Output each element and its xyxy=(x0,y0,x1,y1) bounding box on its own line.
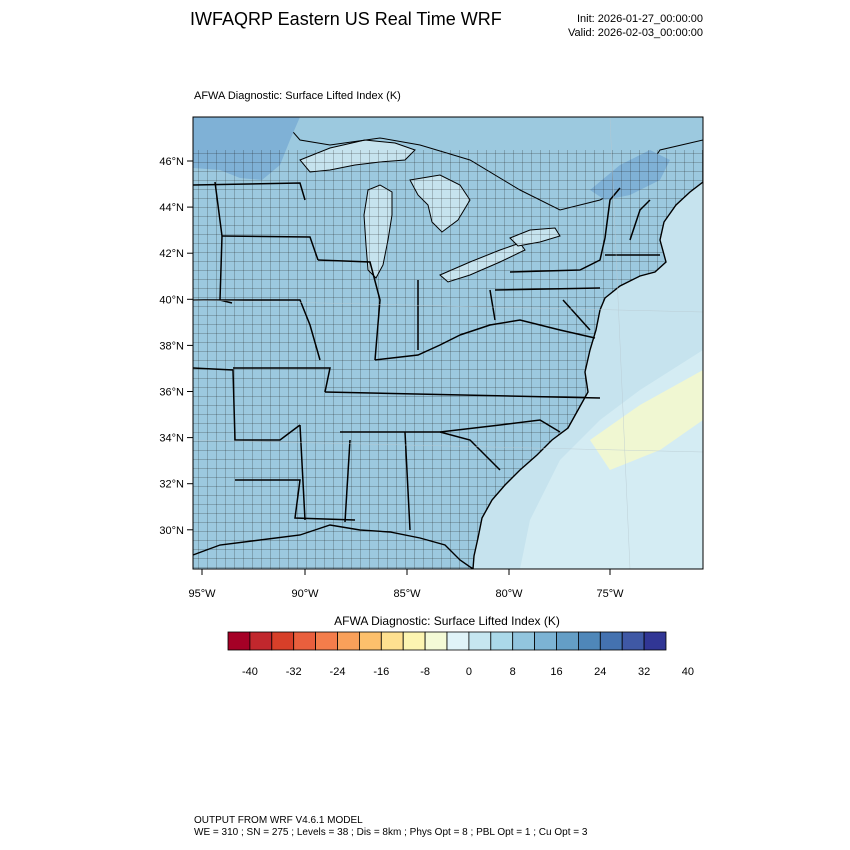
colorbar xyxy=(227,631,667,651)
colorbar-tick-label: -8 xyxy=(420,666,430,678)
lat-tick-label: 30°N xyxy=(159,525,184,537)
colorbar-swatch xyxy=(578,631,601,651)
lat-tick-label: 44°N xyxy=(159,202,184,214)
gulf-coast xyxy=(193,524,474,569)
colorbar-swatch xyxy=(643,631,667,651)
footer-model: OUTPUT FROM WRF V4.6.1 MODEL xyxy=(194,815,363,826)
colorbar-swatch xyxy=(271,631,295,651)
colorbar-tick-label: -32 xyxy=(286,666,302,678)
colorbar-tick-label: -40 xyxy=(242,666,258,678)
footer-config: WE = 310 ; SN = 275 ; Levels = 38 ; Dis … xyxy=(194,827,588,838)
latitude-axis: 46°N 44°N 42°N 40°N 38°N 36°N 34°N 32°N 30°N xyxy=(159,156,193,537)
coastline xyxy=(472,181,703,569)
colorbar-swatch xyxy=(337,631,360,651)
colorbar-tick-label: 32 xyxy=(638,666,650,678)
map-area xyxy=(193,117,703,569)
colorbar-swatch xyxy=(227,631,251,651)
colorbar-tick-label: 40 xyxy=(682,666,694,678)
lon-tick-label: 90°W xyxy=(291,588,319,600)
colorbar-tick-label: 24 xyxy=(594,666,606,678)
colorbar-swatch xyxy=(599,631,623,651)
lat-tick-label: 38°N xyxy=(159,340,184,352)
lon-tick-label: 75°W xyxy=(596,588,624,600)
lat-tick-label: 42°N xyxy=(159,248,184,260)
colorbar-swatch xyxy=(249,631,273,651)
map-frame xyxy=(192,116,704,570)
colorbar-swatch xyxy=(556,631,579,651)
colorbar-labels: -40 -32 -24 -16 -8 0 8 16 24 32 40 xyxy=(242,666,694,678)
lat-tick-label: 34°N xyxy=(159,433,184,445)
lat-tick-label: 36°N xyxy=(159,387,184,399)
lat-tick-label: 32°N xyxy=(159,479,184,491)
lon-tick-label: 80°W xyxy=(495,588,523,600)
lon-tick-label: 95°W xyxy=(188,588,216,600)
colorbar-tick-label: 0 xyxy=(466,666,472,678)
longitude-axis: 95°W 90°W 85°W 80°W 75°W xyxy=(188,569,624,600)
colorbar-tick-label: -24 xyxy=(330,666,346,678)
lat-tick-label: 40°N xyxy=(159,294,184,306)
warm-region xyxy=(590,370,703,470)
colorbar-swatch xyxy=(380,631,404,651)
init-time: Init: 2026-01-27_00:00:00 xyxy=(577,13,703,25)
colorbar-swatch xyxy=(621,631,645,651)
colorbar-tick-label: -16 xyxy=(373,666,389,678)
colorbar-swatch xyxy=(358,631,382,651)
colorbar-swatch xyxy=(512,631,536,651)
colorbar-swatch xyxy=(446,631,470,651)
valid-time: Valid: 2026-02-03_00:00:00 xyxy=(568,27,703,39)
lon-tick-label: 85°W xyxy=(393,588,421,600)
colorbar-swatch xyxy=(490,631,514,651)
lat-tick-label: 46°N xyxy=(159,156,184,168)
graticule xyxy=(193,117,703,569)
field-title: AFWA Diagnostic: Surface Lifted Index (K… xyxy=(194,90,401,102)
colorbar-swatch xyxy=(534,631,557,651)
colorbar-swatch xyxy=(468,631,492,651)
colorbar-tick-label: 8 xyxy=(510,666,516,678)
main-title: IWFAQRP Eastern US Real Time WRF xyxy=(190,9,502,29)
colorbar-swatch xyxy=(402,631,426,651)
colorbar-swatch xyxy=(315,631,338,651)
colorbar-swatch xyxy=(293,631,317,651)
county-boundaries xyxy=(193,150,703,569)
colorbar-title: AFWA Diagnostic: Surface Lifted Index (K… xyxy=(334,614,560,628)
colorbar-swatch xyxy=(424,631,448,651)
state-boundaries xyxy=(193,181,660,531)
colorbar-tick-label: 16 xyxy=(550,666,562,678)
